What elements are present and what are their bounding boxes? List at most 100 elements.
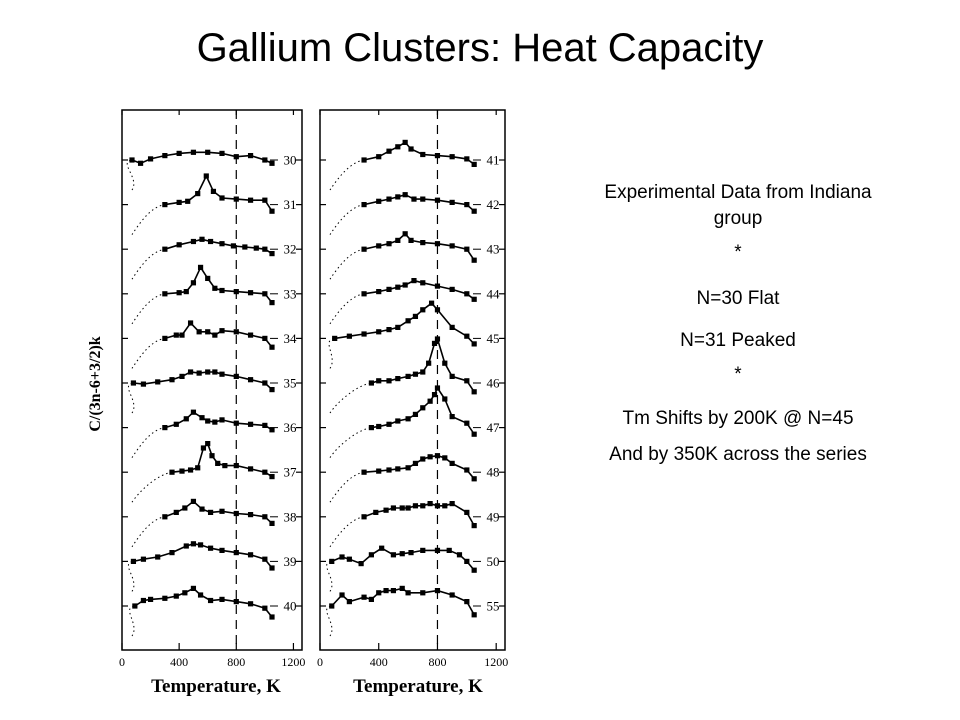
data-point bbox=[412, 503, 419, 509]
data-point bbox=[376, 154, 382, 160]
series-label: 33 bbox=[284, 286, 297, 301]
data-point bbox=[233, 289, 239, 295]
data-point bbox=[368, 552, 374, 558]
data-point bbox=[434, 547, 441, 553]
data-point bbox=[442, 503, 448, 509]
series-line bbox=[363, 141, 475, 166]
data-point bbox=[262, 335, 268, 341]
low-temperature-extrapolation bbox=[127, 382, 135, 414]
data-point bbox=[262, 246, 268, 252]
low-temperature-extrapolation bbox=[127, 560, 135, 592]
data-point bbox=[464, 378, 470, 384]
data-point bbox=[262, 605, 268, 611]
data-point bbox=[233, 420, 239, 426]
note-source: Experimental Data from Indiana group bbox=[604, 182, 872, 229]
low-temperature-extrapolation bbox=[131, 248, 165, 280]
series-line bbox=[371, 337, 475, 393]
data-point bbox=[456, 552, 463, 558]
low-temperature-extrapolation bbox=[131, 337, 165, 369]
data-point bbox=[376, 468, 382, 474]
data-point bbox=[130, 558, 137, 564]
data-point bbox=[262, 157, 268, 163]
series-line bbox=[164, 174, 273, 212]
data-point bbox=[411, 278, 417, 284]
series-label: 34 bbox=[284, 331, 298, 346]
data-point bbox=[183, 289, 189, 295]
x-axis-label-left: Temperature, K bbox=[151, 676, 281, 697]
series-label: 48 bbox=[487, 465, 500, 480]
data-point bbox=[395, 324, 401, 330]
data-point bbox=[205, 149, 211, 155]
low-temperature-extrapolation bbox=[131, 204, 165, 235]
series-label: 42 bbox=[487, 197, 500, 212]
data-point bbox=[176, 199, 182, 205]
data-point bbox=[402, 231, 408, 237]
data-point bbox=[187, 369, 194, 375]
data-point bbox=[471, 341, 477, 347]
series-label: 41 bbox=[487, 153, 500, 168]
data-point bbox=[346, 333, 352, 339]
data-point bbox=[399, 505, 405, 511]
low-temperature-extrapolation bbox=[129, 605, 135, 637]
data-point bbox=[434, 241, 441, 247]
data-point bbox=[162, 246, 168, 252]
data-point bbox=[434, 283, 441, 289]
x-tick-label: 800 bbox=[227, 655, 245, 669]
low-temperature-extrapolation bbox=[329, 516, 365, 548]
data-point bbox=[205, 275, 211, 281]
data-point bbox=[449, 373, 455, 379]
data-point bbox=[233, 510, 239, 517]
data-point bbox=[405, 505, 411, 511]
series-label: 55 bbox=[487, 599, 500, 614]
data-point bbox=[449, 286, 455, 292]
data-point bbox=[464, 291, 470, 297]
data-point bbox=[129, 157, 135, 163]
data-point bbox=[431, 340, 438, 346]
series-label: 50 bbox=[487, 554, 500, 569]
note-tm-shift: Tm Shifts by 200K @ N=45 bbox=[622, 408, 854, 429]
data-point bbox=[147, 596, 154, 602]
data-point bbox=[203, 173, 209, 179]
data-point bbox=[471, 389, 477, 395]
data-point bbox=[209, 453, 215, 459]
data-point bbox=[199, 236, 205, 242]
data-point bbox=[262, 380, 268, 386]
data-point bbox=[427, 454, 433, 460]
series-label: 43 bbox=[487, 242, 500, 257]
series-label: 40 bbox=[284, 599, 297, 614]
low-temperature-extrapolation bbox=[328, 337, 335, 369]
data-point bbox=[190, 149, 197, 155]
data-point bbox=[420, 503, 426, 509]
data-point bbox=[179, 373, 185, 379]
data-point bbox=[412, 313, 419, 319]
data-point bbox=[464, 156, 470, 162]
data-point bbox=[162, 425, 168, 431]
data-point bbox=[390, 505, 397, 511]
data-point bbox=[361, 157, 367, 163]
right-panel: 0 400 800 1200 41 42 43 44 45 46 47 48 49 50 55 bbox=[317, 109, 508, 669]
series-line bbox=[363, 454, 475, 480]
series-label: 44 bbox=[487, 286, 501, 301]
data-point bbox=[420, 369, 426, 375]
data-point bbox=[386, 196, 392, 202]
data-point bbox=[464, 558, 470, 564]
series-line bbox=[164, 500, 273, 524]
data-point bbox=[205, 418, 211, 424]
data-point bbox=[233, 196, 239, 202]
data-point bbox=[183, 543, 189, 549]
data-point bbox=[155, 554, 161, 560]
data-point bbox=[269, 160, 275, 166]
data-point bbox=[376, 590, 382, 596]
low-temperature-extrapolation bbox=[329, 382, 372, 414]
note-n31: N=31 Peaked bbox=[680, 330, 796, 351]
left-panel: 0 400 800 1200 30 31 32 33 34 35 36 37 38 39 40 bbox=[119, 109, 305, 669]
series-line bbox=[334, 302, 475, 345]
data-point bbox=[361, 594, 367, 600]
data-point bbox=[200, 445, 207, 451]
data-point bbox=[405, 416, 411, 422]
low-temperature-extrapolation bbox=[329, 293, 365, 325]
data-point bbox=[179, 468, 185, 474]
note-n30: N=30 Flat bbox=[696, 288, 780, 309]
data-point bbox=[373, 509, 379, 515]
data-point bbox=[269, 387, 275, 393]
